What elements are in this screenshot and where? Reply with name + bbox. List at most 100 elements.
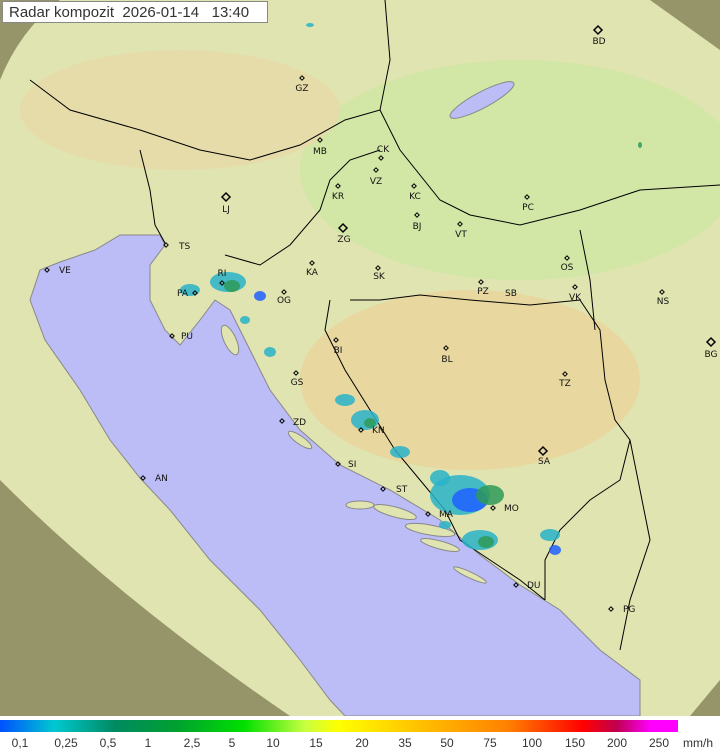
city-label-ka: KA bbox=[306, 268, 319, 278]
city-label-sa: SA bbox=[538, 457, 551, 467]
legend-label: 5 bbox=[228, 736, 236, 750]
lake-balaton bbox=[449, 81, 515, 119]
city-label-ma: MA bbox=[439, 510, 454, 520]
outside-radar-range bbox=[0, 0, 720, 716]
city-label-zd: ZD bbox=[293, 418, 306, 428]
legend-label: 0,25 bbox=[54, 736, 78, 750]
city-marker-bi bbox=[333, 337, 339, 343]
city-label-zg: ZG bbox=[337, 235, 350, 245]
city-marker-bj bbox=[414, 212, 420, 218]
city-marker-lj bbox=[220, 191, 232, 203]
radar-echo bbox=[254, 291, 266, 301]
city-marker-pg bbox=[608, 606, 614, 612]
city-marker-zd bbox=[279, 418, 285, 424]
legend-label: 1 bbox=[144, 736, 152, 750]
city-label-an: AN bbox=[155, 474, 168, 484]
title-box: Radar kompozit 2026-01-14 13:40 bbox=[2, 1, 268, 23]
city-marker-bd bbox=[592, 24, 604, 36]
city-label-st: ST bbox=[396, 485, 408, 495]
city-marker-bl bbox=[443, 345, 449, 351]
legend-label: 20 bbox=[355, 736, 369, 750]
city-marker-sk bbox=[375, 265, 381, 271]
city-marker-tz bbox=[562, 371, 568, 377]
city-marker-du bbox=[513, 582, 519, 588]
legend-label: 50 bbox=[440, 736, 454, 750]
city-label-ve: VE bbox=[59, 266, 71, 276]
city-marker-bg bbox=[705, 336, 717, 348]
map-title: Radar kompozit 2026-01-14 13:40 bbox=[9, 4, 250, 21]
city-marker-os bbox=[564, 255, 570, 261]
borders bbox=[29, 0, 720, 651]
radar-echo bbox=[476, 485, 504, 505]
radar-map[interactable]: GZ BD MB CK VZ KR KC PC LJ ZG BJ VT TS VE RI KA SK OS PZ SB… bbox=[0, 0, 720, 716]
city-marker-ck bbox=[378, 155, 384, 161]
city-marker-vk bbox=[572, 284, 578, 290]
city-marker-mo bbox=[490, 505, 496, 511]
legend-label: 10 bbox=[266, 736, 280, 750]
city-marker-kc bbox=[411, 183, 417, 189]
city-marker-gs bbox=[293, 370, 299, 376]
legend-label: 200 bbox=[606, 736, 628, 750]
radar-echo bbox=[478, 536, 494, 548]
radar-echo bbox=[224, 280, 240, 292]
city-label-pc: PC bbox=[522, 203, 534, 213]
legend-label: 100 bbox=[521, 736, 543, 750]
city-marker-vz bbox=[373, 167, 379, 173]
legend-label: 150 bbox=[564, 736, 586, 750]
city-marker-gz bbox=[299, 75, 305, 81]
radar-echo bbox=[264, 347, 276, 357]
city-marker-ri bbox=[219, 280, 225, 286]
city-label-vt: VT bbox=[455, 230, 467, 240]
city-label-vz: VZ bbox=[370, 177, 382, 187]
city-label-pu: PU bbox=[181, 332, 193, 342]
city-marker-st bbox=[380, 486, 386, 492]
city-label-og: OG bbox=[277, 296, 291, 306]
city-label-gz: GZ bbox=[295, 84, 308, 94]
alps bbox=[20, 50, 340, 170]
city-label-mo: MO bbox=[504, 504, 519, 514]
city-marker-pc bbox=[524, 194, 530, 200]
city-marker-pu bbox=[169, 333, 175, 339]
city-label-tz: TZ bbox=[558, 379, 571, 389]
city-label-si: SI bbox=[348, 460, 356, 470]
legend-colorbar bbox=[0, 720, 678, 732]
legend-label: 0,5 bbox=[99, 736, 117, 750]
city-marker-mb bbox=[317, 137, 323, 143]
radar-echo bbox=[335, 394, 355, 406]
city-label-pz: PZ bbox=[477, 287, 489, 297]
city-marker-kr bbox=[335, 183, 341, 189]
city-marker-vt bbox=[457, 221, 463, 227]
city-marker-kn bbox=[358, 427, 364, 433]
city-label-ns: NS bbox=[657, 297, 670, 307]
city-label-ts: TS bbox=[178, 242, 190, 252]
radar-echoes bbox=[180, 23, 642, 555]
city-label-kn: KN bbox=[372, 426, 385, 436]
city-label-mb: MB bbox=[313, 147, 327, 157]
radar-echo bbox=[540, 529, 560, 541]
city-label-du: DU bbox=[527, 581, 541, 591]
city-label-bi: BI bbox=[334, 346, 343, 356]
radar-echo bbox=[364, 418, 376, 428]
city-marker-ns bbox=[659, 289, 665, 295]
legend-unit: mm/h bbox=[683, 736, 713, 750]
city-label-vk: VK bbox=[569, 293, 582, 303]
city-marker-ka bbox=[309, 260, 315, 266]
city-marker-pa bbox=[192, 290, 198, 296]
city-label-bj: BJ bbox=[413, 222, 422, 232]
city-marker-pz bbox=[478, 279, 484, 285]
radar-echo bbox=[430, 470, 450, 486]
mountains bbox=[300, 290, 640, 470]
city-marker-ts bbox=[163, 242, 169, 248]
adriatic-sea bbox=[29, 234, 641, 716]
city-label-kr: KR bbox=[332, 192, 344, 202]
legend-label: 75 bbox=[483, 736, 497, 750]
city-label-lj: LJ bbox=[222, 205, 230, 215]
city-label-bd: BD bbox=[592, 37, 605, 47]
legend-label: 15 bbox=[309, 736, 323, 750]
radar-echo bbox=[180, 284, 200, 296]
legend-label: 2,5 bbox=[183, 736, 201, 750]
city-marker-zg bbox=[337, 222, 349, 234]
islands bbox=[220, 324, 487, 584]
city-marker-sa bbox=[537, 445, 549, 457]
city-marker-si bbox=[335, 461, 341, 467]
